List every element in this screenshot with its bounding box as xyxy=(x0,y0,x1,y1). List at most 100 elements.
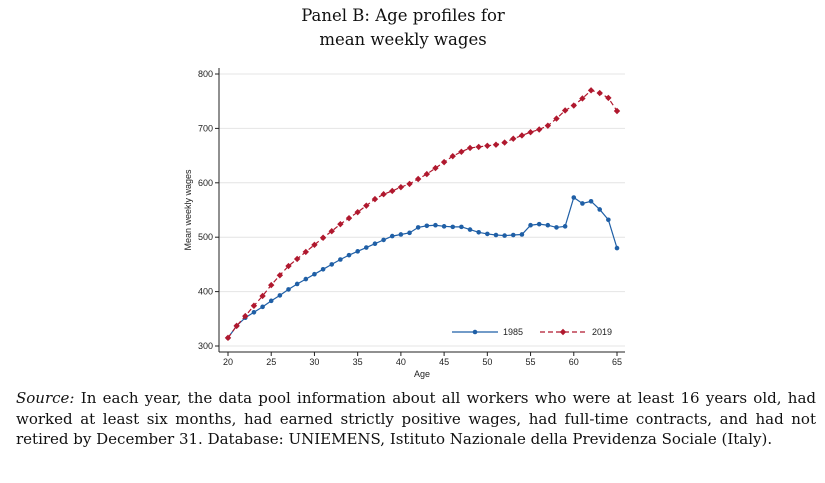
data-point xyxy=(606,217,611,223)
data-point xyxy=(345,214,353,222)
data-point xyxy=(433,222,438,228)
x-tick-label: 60 xyxy=(569,357,579,367)
series-group xyxy=(224,87,621,342)
x-tick-label: 55 xyxy=(526,357,536,367)
data-point xyxy=(580,201,585,206)
y-tick-label: 800 xyxy=(198,69,213,79)
data-point xyxy=(485,231,490,237)
chart-title-line-1: Panel B: Age profiles for xyxy=(301,6,505,25)
data-point xyxy=(389,187,396,195)
data-point xyxy=(561,107,569,114)
series-line-2019 xyxy=(227,89,618,339)
data-point xyxy=(570,102,577,109)
data-point xyxy=(251,309,257,315)
legend-swatch-marker xyxy=(559,328,567,336)
gridlines xyxy=(219,73,625,347)
data-point xyxy=(397,183,405,191)
data-point xyxy=(528,222,533,228)
axes xyxy=(218,68,625,353)
data-point xyxy=(492,141,500,148)
data-point xyxy=(337,220,344,228)
data-point xyxy=(354,208,361,216)
data-point xyxy=(466,144,474,152)
data-point xyxy=(502,233,507,238)
data-point xyxy=(268,281,275,289)
data-point xyxy=(311,241,318,249)
data-point xyxy=(302,248,309,256)
series-2019 xyxy=(224,87,621,342)
series-line-1985 xyxy=(227,196,618,339)
data-point xyxy=(294,281,300,287)
data-point xyxy=(268,298,274,304)
data-point xyxy=(285,262,292,270)
data-point xyxy=(364,245,369,250)
data-point xyxy=(571,195,577,200)
data-point xyxy=(372,241,378,247)
data-point xyxy=(536,221,542,227)
x-tick-label: 30 xyxy=(309,357,319,367)
data-point xyxy=(588,198,594,204)
data-point xyxy=(320,266,326,272)
data-point xyxy=(389,233,395,239)
data-point xyxy=(544,122,552,129)
data-point xyxy=(293,255,301,263)
data-point xyxy=(407,230,412,236)
chart-title: Panel B: Age profiles for mean weekly wa… xyxy=(0,4,806,52)
data-point xyxy=(329,262,335,267)
data-point xyxy=(554,225,559,230)
x-tick-label: 45 xyxy=(439,357,449,367)
data-point xyxy=(414,175,422,183)
y-tick-label: 700 xyxy=(198,123,213,133)
data-point xyxy=(510,232,516,238)
legend-item-2019: 2019 xyxy=(540,327,612,337)
y-axis-title: Mean weekly wages xyxy=(183,169,193,251)
x-tick-label: 25 xyxy=(266,357,276,367)
data-point xyxy=(476,230,481,235)
x-tick-label: 20 xyxy=(223,357,233,367)
data-point xyxy=(450,224,456,230)
data-point xyxy=(328,228,335,235)
data-point xyxy=(303,276,309,282)
data-point xyxy=(312,271,317,277)
data-point xyxy=(250,302,258,309)
legend: 1985 2019 xyxy=(452,327,612,337)
legend-label: 2019 xyxy=(592,327,612,337)
data-point xyxy=(432,164,439,172)
data-point xyxy=(545,222,551,228)
data-point xyxy=(596,89,603,97)
data-point xyxy=(475,143,482,151)
data-point xyxy=(449,152,456,160)
y-tick-label: 600 xyxy=(198,178,213,188)
data-point xyxy=(467,227,473,232)
data-point xyxy=(536,126,543,133)
data-point xyxy=(510,135,517,142)
figure-caption: Source: In each year, the data pool info… xyxy=(16,388,816,450)
data-point xyxy=(286,287,291,292)
x-tick-label: 35 xyxy=(353,357,363,367)
data-point xyxy=(233,322,240,330)
data-point xyxy=(380,191,387,198)
data-point xyxy=(224,334,232,342)
data-point xyxy=(346,252,352,258)
data-point xyxy=(613,107,621,115)
data-point xyxy=(363,202,370,209)
x-axis-title: Age xyxy=(414,369,430,379)
data-point xyxy=(527,129,534,136)
data-point xyxy=(459,224,464,230)
data-point xyxy=(553,115,560,122)
chart-title-line-2: mean weekly wages xyxy=(319,30,487,49)
data-point xyxy=(587,87,595,94)
legend-item-1985: 1985 xyxy=(452,327,523,337)
data-point xyxy=(276,272,284,279)
data-point xyxy=(441,224,447,229)
data-point xyxy=(277,293,283,298)
data-point xyxy=(519,232,525,237)
data-point xyxy=(371,195,379,203)
y-tick-label: 400 xyxy=(198,287,213,297)
x-tick-label: 50 xyxy=(482,357,492,367)
data-point xyxy=(614,245,620,251)
data-point xyxy=(319,234,327,241)
data-point xyxy=(259,292,266,300)
legend-swatch-marker xyxy=(472,329,478,335)
data-point xyxy=(562,224,568,229)
